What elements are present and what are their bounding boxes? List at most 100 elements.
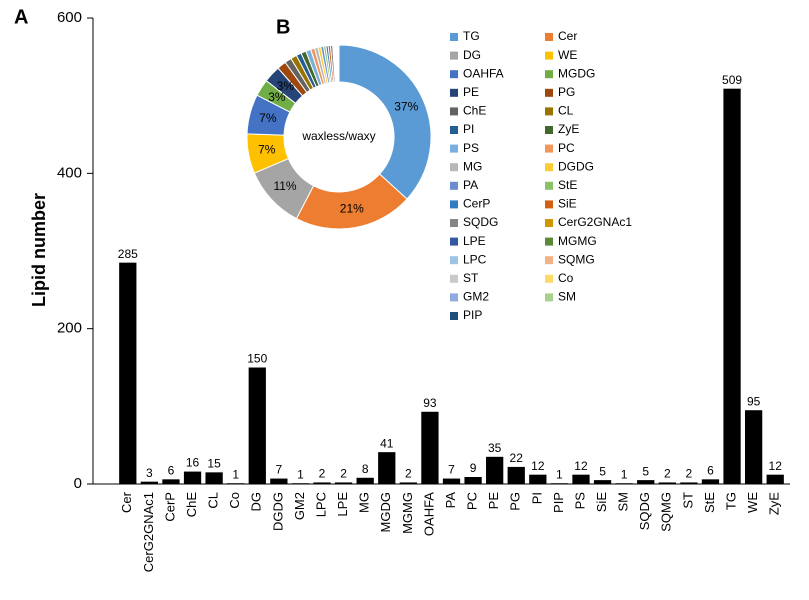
slice-label: 3% — [277, 79, 295, 93]
x-tick-label: GM2 — [292, 492, 307, 520]
x-tick-label: DG — [249, 492, 264, 512]
legend-swatch — [545, 33, 553, 41]
x-tick-label: OAHFA — [421, 492, 436, 536]
legend-label: PS — [463, 141, 479, 155]
value-label: 41 — [380, 436, 394, 450]
bar — [205, 472, 223, 484]
legend-label: TG — [463, 29, 480, 43]
legend-label: DG — [463, 48, 481, 62]
value-label: 150 — [247, 352, 267, 366]
bar — [291, 483, 310, 484]
x-tick-label: PC — [465, 492, 480, 510]
bar — [119, 262, 137, 484]
value-label: 2 — [319, 467, 326, 481]
bar — [593, 480, 612, 484]
bar — [529, 474, 547, 484]
x-tick-label: SQDG — [637, 492, 652, 530]
value-label: 7 — [276, 463, 283, 477]
bar — [464, 477, 482, 484]
y-axis-title: Lipid number — [29, 193, 49, 307]
value-label: 2 — [340, 467, 347, 481]
legend-label: SQDG — [463, 215, 498, 229]
value-label: 1 — [621, 467, 628, 481]
bar — [183, 471, 202, 484]
legend-swatch — [450, 51, 458, 60]
x-tick-label: MGDG — [378, 492, 393, 532]
slice-label: 11% — [273, 179, 296, 193]
bar — [701, 479, 720, 484]
legend-swatch — [450, 126, 458, 134]
bar — [572, 474, 590, 484]
legend-label: PIP — [463, 308, 482, 322]
legend-label: SiE — [558, 197, 577, 211]
x-tick-label: CerP — [162, 492, 177, 522]
bar — [766, 474, 784, 484]
value-label: 9 — [470, 461, 477, 475]
panel-label: A — [14, 6, 28, 28]
pie-slice — [338, 44, 432, 200]
x-tick-label: PA — [443, 492, 458, 509]
legend-swatch — [545, 274, 553, 283]
legend-swatch — [450, 144, 458, 153]
x-tick-label: TG — [723, 492, 738, 510]
legend-label: CerG2GNAc1 — [558, 215, 632, 229]
bar — [227, 483, 245, 484]
legend-swatch — [545, 144, 553, 153]
bar — [658, 482, 676, 484]
value-label: 6 — [707, 464, 714, 478]
bar — [680, 482, 698, 484]
bar — [723, 88, 741, 484]
legend-swatch — [545, 88, 553, 97]
x-tick-label: MGMG — [400, 492, 415, 534]
legend-swatch — [545, 200, 553, 209]
legend-label: SM — [558, 290, 576, 304]
value-label: 1 — [556, 467, 563, 481]
x-tick-label: SQMG — [659, 492, 674, 532]
bar — [442, 478, 461, 484]
slice-label: 37% — [394, 100, 418, 114]
x-tick-label: ST — [680, 492, 695, 509]
legend-swatch — [545, 237, 553, 246]
y-tick-label: 0 — [74, 475, 82, 492]
value-label: 15 — [207, 457, 221, 471]
legend-label: LPE — [463, 234, 486, 248]
bar — [486, 456, 504, 484]
x-tick-label: PG — [508, 492, 523, 511]
legend-label: ST — [463, 271, 479, 285]
legend-swatch — [545, 256, 553, 265]
legend-swatch — [450, 88, 458, 97]
legend-label: PI — [463, 122, 474, 136]
bar — [637, 480, 655, 484]
pie-slice — [337, 44, 340, 83]
legend-swatch — [450, 219, 458, 227]
value-label: 22 — [510, 451, 524, 465]
legend-swatch — [545, 219, 553, 227]
legend-swatch — [450, 33, 458, 41]
legend-label: MGDG — [558, 66, 595, 80]
value-label: 93 — [423, 396, 437, 410]
legend-label: PA — [463, 178, 478, 192]
legend-swatch — [450, 181, 458, 190]
value-label: 8 — [362, 462, 369, 476]
legend-label: WE — [558, 48, 577, 62]
panel-label: B — [276, 16, 290, 38]
legend-label: PC — [558, 141, 575, 155]
bar — [162, 479, 180, 484]
legend-swatch — [545, 107, 553, 116]
legend-label: CerP — [463, 197, 490, 211]
value-label: 5 — [642, 464, 649, 478]
x-tick-label: SM — [616, 492, 631, 512]
x-tick-label: StE — [702, 492, 717, 513]
bar — [507, 466, 525, 484]
y-tick-label: 400 — [57, 164, 82, 181]
x-tick-label: Co — [227, 492, 242, 509]
legend-swatch — [450, 256, 458, 265]
x-tick-label: ChE — [184, 492, 199, 518]
legend-label: DGDG — [558, 159, 594, 173]
x-tick-label: LPE — [335, 492, 350, 517]
bar — [615, 483, 633, 484]
slice-label: 3% — [268, 90, 286, 104]
value-label: 1 — [297, 467, 304, 481]
value-label: 1 — [232, 467, 239, 481]
